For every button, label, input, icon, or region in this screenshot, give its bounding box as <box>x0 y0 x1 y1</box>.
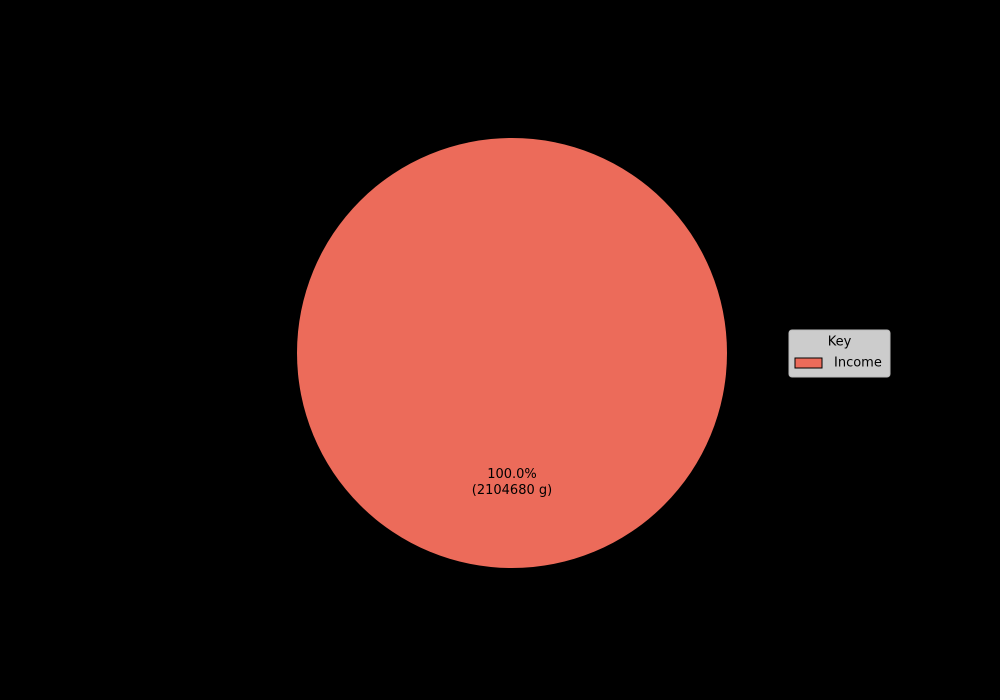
legend-swatch <box>794 357 823 369</box>
legend-title: Key <box>828 335 852 350</box>
pie-slice <box>297 138 727 568</box>
legend-label: Income <box>834 356 882 371</box>
slice-label: 100.0% (2104680 g) <box>472 467 552 498</box>
